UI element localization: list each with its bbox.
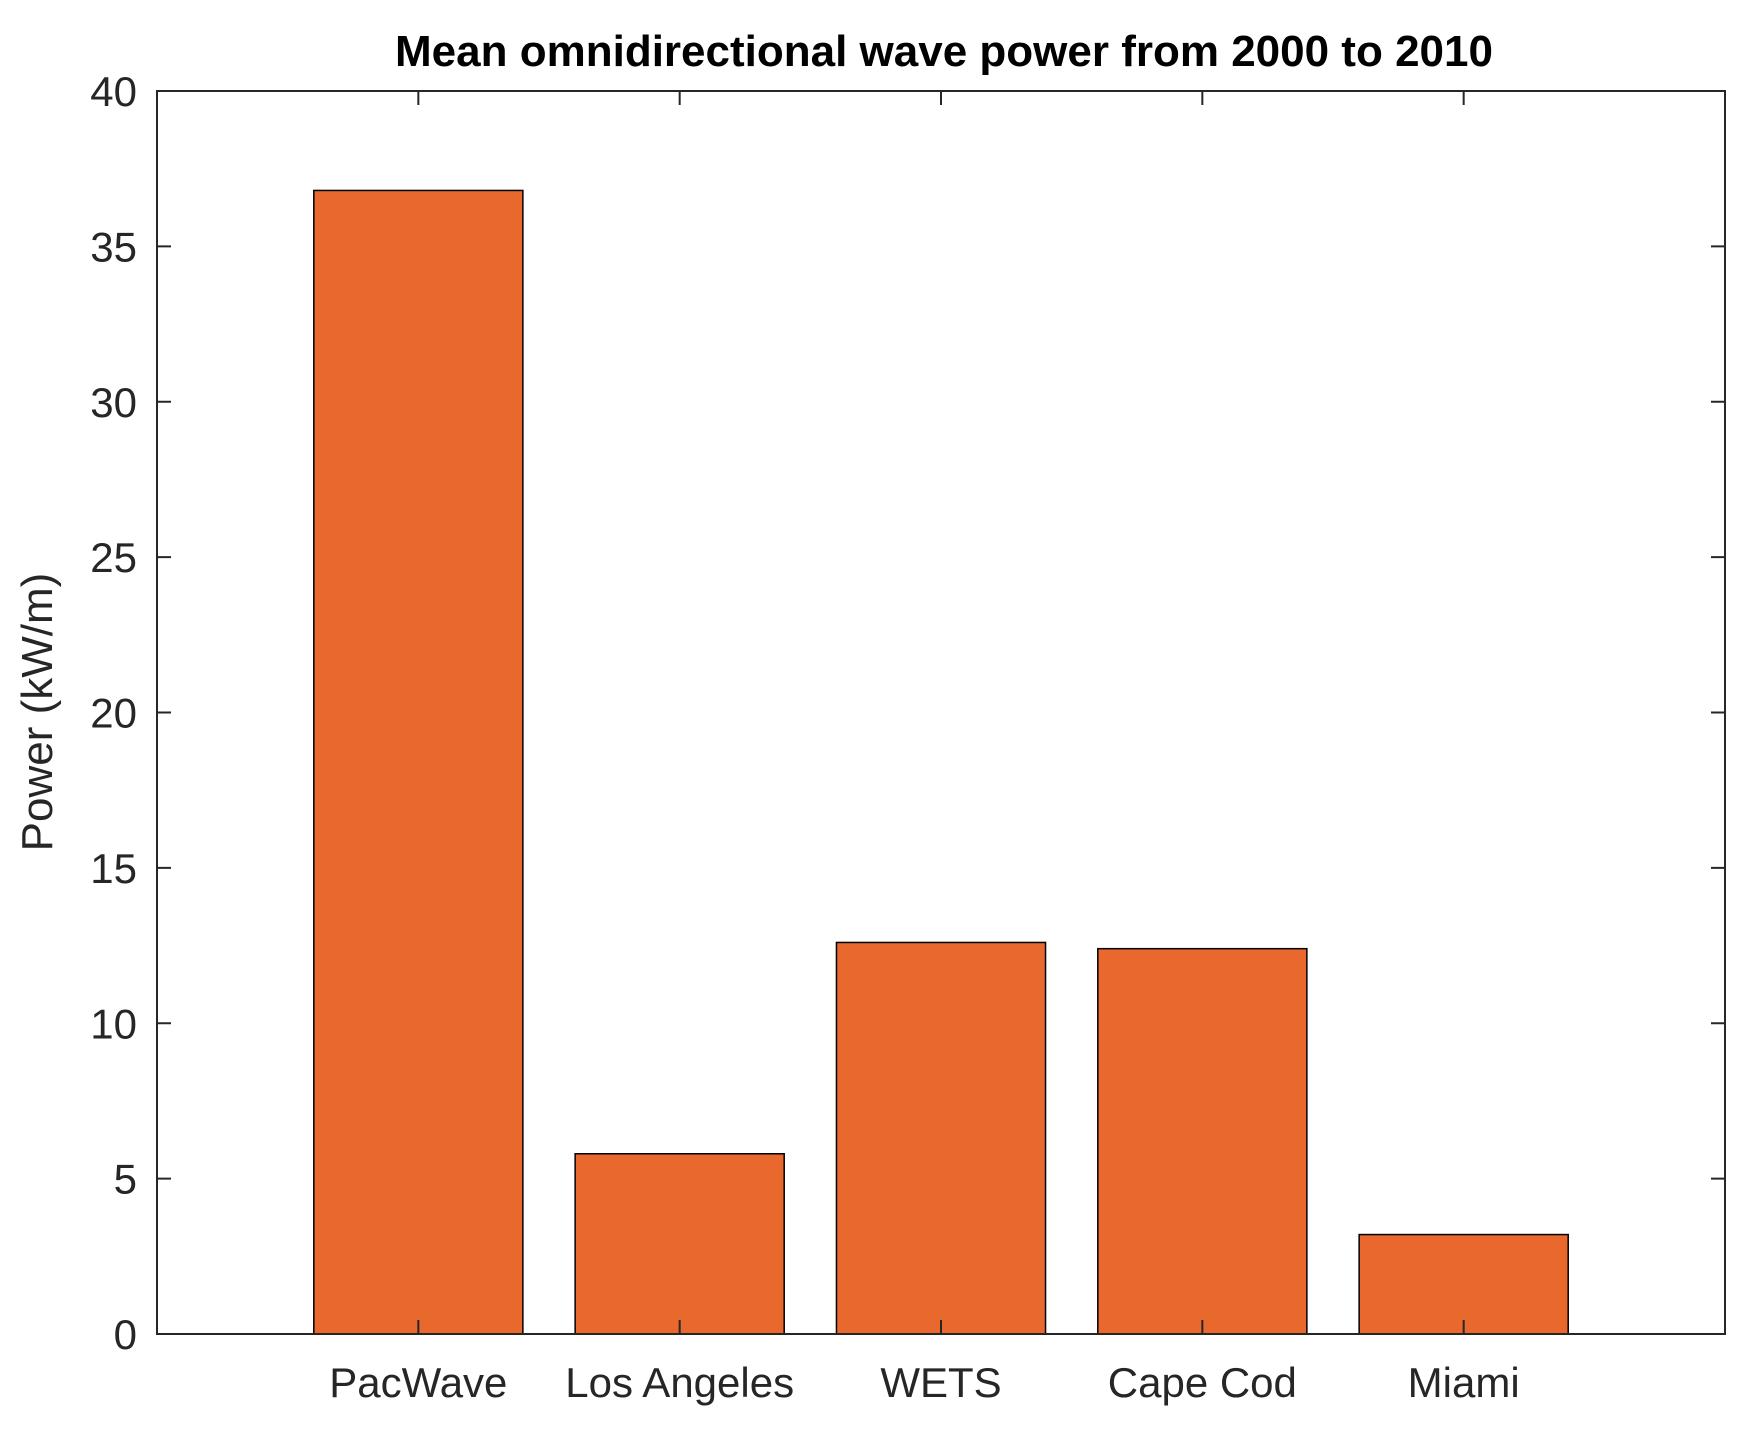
bar-wets (835, 941, 1047, 1335)
x-tick-label: Cape Cod (1108, 1359, 1297, 1406)
x-tick-label: Los Angeles (565, 1359, 794, 1406)
x-tick-labels: PacWave Los Angeles WETS Cape Cod Miami (329, 1359, 1519, 1406)
y-tick-label: 40 (90, 68, 137, 115)
y-tick-label: 20 (90, 690, 137, 737)
y-tick-label: 15 (90, 845, 137, 892)
y-tick-label: 10 (90, 1000, 137, 1047)
y-tick-label: 0 (114, 1311, 137, 1358)
bar-los-angeles (574, 1153, 785, 1335)
x-tick-label: PacWave (329, 1359, 507, 1406)
y-tick-labels: 0 5 10 15 20 25 30 35 40 (90, 68, 137, 1358)
y-axis-label: Power (kW/m) (13, 573, 62, 852)
y-tick-label: 25 (90, 534, 137, 581)
y-tick-label: 5 (114, 1156, 137, 1203)
bar-miami (1358, 1233, 1569, 1335)
x-tick-label: Miami (1408, 1359, 1520, 1406)
chart-title: Mean omnidirectional wave power from 200… (395, 27, 1493, 76)
y-tick-label: 30 (90, 379, 137, 426)
x-tick-label: WETS (880, 1359, 1001, 1406)
bar-cape-cod (1097, 947, 1308, 1335)
bar-pacwave (313, 189, 524, 1335)
y-tick-label: 35 (90, 223, 137, 270)
bars-group (313, 189, 1569, 1335)
ticks-group (157, 90, 1725, 1335)
